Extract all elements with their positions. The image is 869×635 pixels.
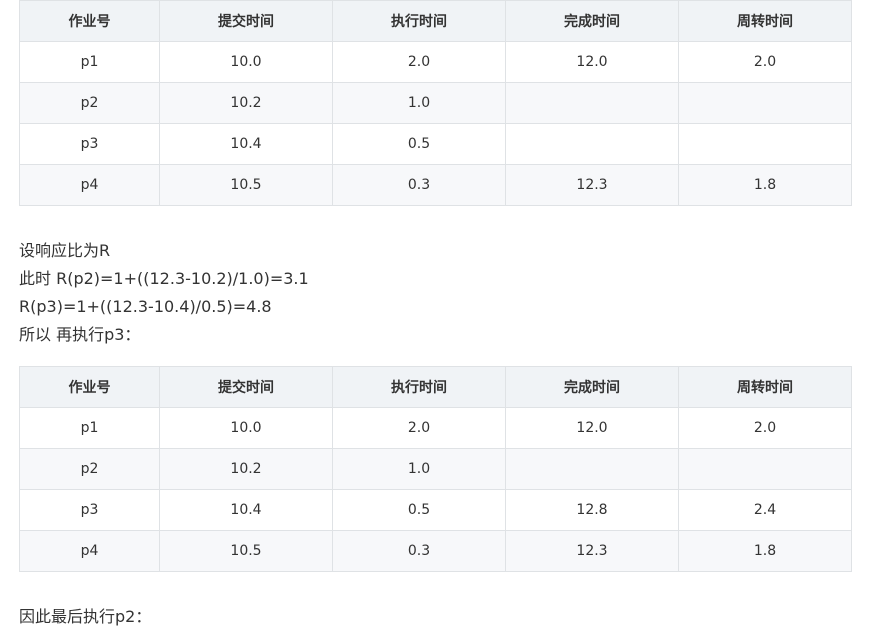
- header-finish-time: 完成时间: [505, 0, 679, 42]
- table-cell: 2.0: [332, 407, 506, 449]
- table-cell: 1.8: [678, 164, 852, 206]
- table-cell: 10.0: [159, 41, 333, 83]
- text-line: R(p3)=1+((12.3-10.4)/0.5)=4.8: [19, 297, 272, 316]
- table-cell: 10.0: [159, 407, 333, 449]
- table-cell: 12.3: [505, 164, 679, 206]
- table-cell: 10.5: [159, 530, 333, 572]
- table-cell: 12.0: [505, 407, 679, 449]
- table-cell: 2.0: [332, 41, 506, 83]
- header-turnaround-time: 周转时间: [678, 366, 852, 408]
- table-cell: 10.2: [159, 448, 333, 490]
- text-line: 因此最后执行p2：: [19, 607, 152, 626]
- schedule-table-2: 作业号 提交时间 执行时间 完成时间 周转时间 p1 10.0 2.0 12.0…: [19, 366, 852, 572]
- table-header-row: 作业号 提交时间 执行时间 完成时间 周转时间: [19, 0, 852, 42]
- table-cell: 10.4: [159, 489, 333, 531]
- table-cell: 12.8: [505, 489, 679, 531]
- table-cell: p2: [19, 448, 160, 490]
- table-cell: [678, 82, 852, 124]
- table-cell: [505, 123, 679, 165]
- table-cell: 12.0: [505, 41, 679, 83]
- table-header-row: 作业号 提交时间 执行时间 完成时间 周转时间: [19, 366, 852, 408]
- table-row: p4 10.5 0.3 12.3 1.8: [19, 530, 852, 572]
- table-cell: [678, 123, 852, 165]
- schedule-table-1: 作业号 提交时间 执行时间 完成时间 周转时间 p1 10.0 2.0 12.0…: [19, 0, 852, 206]
- table-cell: 10.5: [159, 164, 333, 206]
- table-cell: p3: [19, 123, 160, 165]
- table-cell: [505, 82, 679, 124]
- header-job-id: 作业号: [19, 366, 160, 408]
- table-cell: 0.5: [332, 489, 506, 531]
- table-cell: 10.4: [159, 123, 333, 165]
- table-cell: 12.3: [505, 530, 679, 572]
- table-cell: p1: [19, 407, 160, 449]
- table-cell: 0.3: [332, 164, 506, 206]
- table-cell: p3: [19, 489, 160, 531]
- table-cell: 2.0: [678, 41, 852, 83]
- table-cell: p4: [19, 164, 160, 206]
- table-row: p1 10.0 2.0 12.0 2.0: [19, 41, 852, 83]
- table-cell: 0.5: [332, 123, 506, 165]
- table-cell: p4: [19, 530, 160, 572]
- text-line: 所以 再执行p3：: [19, 325, 141, 344]
- table-cell: 1.8: [678, 530, 852, 572]
- header-finish-time: 完成时间: [505, 366, 679, 408]
- table-row: p1 10.0 2.0 12.0 2.0: [19, 407, 852, 449]
- table-cell: 2.0: [678, 407, 852, 449]
- header-submit-time: 提交时间: [159, 0, 333, 42]
- header-turnaround-time: 周转时间: [678, 0, 852, 42]
- table-cell: p1: [19, 41, 160, 83]
- table-cell: [505, 448, 679, 490]
- table-row: p2 10.2 1.0: [19, 82, 852, 124]
- text-line: 此时 R(p2)=1+((12.3-10.2)/1.0)=3.1: [19, 269, 309, 288]
- table-cell: p2: [19, 82, 160, 124]
- header-run-time: 执行时间: [332, 0, 506, 42]
- table-cell: [678, 448, 852, 490]
- table-row: p3 10.4 0.5: [19, 123, 852, 165]
- header-job-id: 作业号: [19, 0, 160, 42]
- conclusion-paragraph: 因此最后执行p2：: [19, 603, 151, 631]
- table-row: p3 10.4 0.5 12.8 2.4: [19, 489, 852, 531]
- table-cell: 0.3: [332, 530, 506, 572]
- table-row: p2 10.2 1.0: [19, 448, 852, 490]
- table-row: p4 10.5 0.3 12.3 1.8: [19, 164, 852, 206]
- header-submit-time: 提交时间: [159, 366, 333, 408]
- table-cell: 1.0: [332, 448, 506, 490]
- header-run-time: 执行时间: [332, 366, 506, 408]
- text-line: 设响应比为R: [19, 241, 111, 260]
- table-cell: 10.2: [159, 82, 333, 124]
- explanation-paragraph: 设响应比为R 此时 R(p2)=1+((12.3-10.2)/1.0)=3.1 …: [19, 237, 309, 349]
- table-cell: 1.0: [332, 82, 506, 124]
- table-cell: 2.4: [678, 489, 852, 531]
